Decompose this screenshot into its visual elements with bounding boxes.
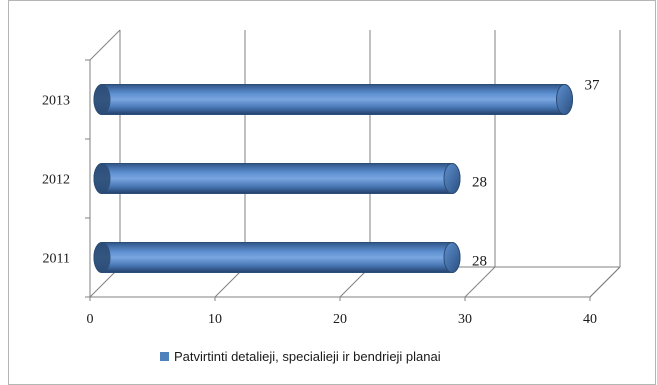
side-wall-top-edge	[89, 29, 121, 61]
y-tick-label: 2012	[42, 173, 70, 188]
x-tick-label: 30	[458, 312, 472, 327]
y-tick-label: 2013	[42, 94, 70, 109]
bar-start-cap	[93, 84, 111, 115]
data-label: 28	[472, 175, 487, 191]
bar-body	[93, 163, 461, 194]
bar-body	[93, 84, 573, 115]
bar	[93, 163, 461, 194]
x-tick-label: 0	[87, 312, 94, 327]
legend: Patvirtinti detalieji, specialieji ir be…	[160, 349, 441, 364]
bars	[93, 84, 573, 273]
bar	[93, 242, 461, 273]
bar	[93, 84, 573, 115]
x-tick-label: 20	[333, 312, 347, 327]
data-label: 28	[472, 254, 487, 270]
x-tick-label: 40	[583, 312, 597, 327]
floor-gridline	[464, 266, 496, 298]
legend-swatch	[160, 352, 169, 361]
bar-end-cap	[556, 84, 573, 115]
y-tick-label: 2011	[43, 252, 70, 267]
gridlines	[89, 30, 621, 298]
bar-end-cap	[443, 163, 461, 194]
floor-gridline	[589, 266, 621, 298]
data-label: 37	[585, 78, 601, 94]
bar-body	[93, 242, 461, 273]
bar-start-cap	[93, 163, 111, 194]
legend-label: Patvirtinti detalieji, specialieji ir be…	[174, 349, 441, 364]
bar-start-cap	[93, 242, 111, 273]
bar-end-cap	[443, 242, 461, 273]
labels: 0 10 20 30 40 2011 28 2012 28 2013 37	[42, 78, 600, 328]
x-tick-label: 10	[208, 312, 222, 327]
